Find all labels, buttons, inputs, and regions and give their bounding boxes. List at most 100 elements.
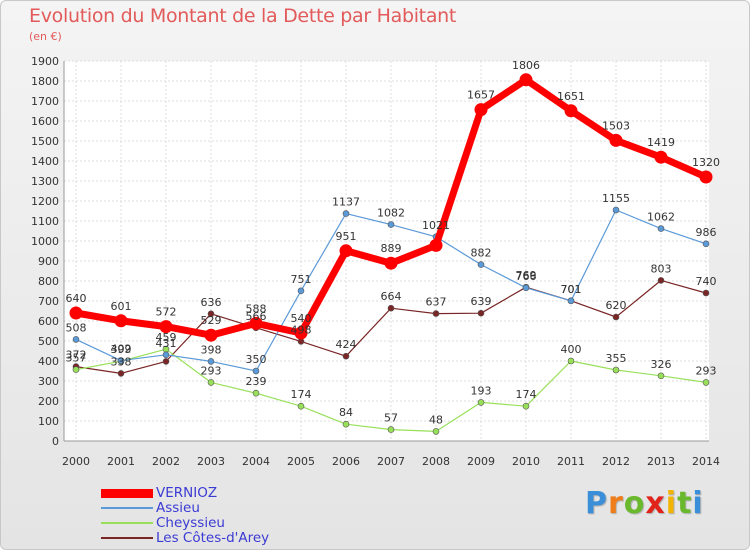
data-label-cheyssieu: 193 (471, 384, 492, 397)
data-label-cheyssieu: 84 (339, 406, 353, 419)
data-label-vernioz: 1651 (557, 90, 585, 103)
legend: VERNIOZ Assieu Cheyssieu Les Côtes-d'Are… (101, 486, 361, 546)
x-tick-label: 2005 (287, 455, 315, 468)
data-label-les-c-tes-d-arey: 803 (651, 262, 672, 275)
data-point-les-c-tes-d-arey (657, 277, 665, 284)
data-label-assieu: 701 (561, 283, 582, 296)
legend-label-assieu: Assieu (156, 500, 200, 516)
data-point-cheyssieu (432, 428, 440, 435)
data-point-les-c-tes-d-arey (702, 289, 710, 297)
data-label-assieu: 1137 (332, 196, 360, 209)
data-label-les-c-tes-d-arey: 620 (606, 299, 627, 312)
data-point-vernioz (564, 104, 578, 118)
x-tick-label: 2004 (242, 455, 270, 468)
data-point-vernioz (159, 320, 173, 334)
logo-letter: i (665, 486, 678, 521)
data-label-cheyssieu: 174 (291, 388, 312, 401)
data-point-assieu (162, 351, 170, 359)
x-tick-label: 2000 (62, 455, 90, 468)
data-label-assieu: 1062 (647, 211, 675, 224)
logo-letter: r (608, 486, 624, 521)
data-point-vernioz (654, 150, 668, 164)
data-label-assieu: 986 (696, 226, 717, 239)
data-label-les-c-tes-d-arey: 639 (471, 295, 492, 308)
data-point-vernioz (249, 316, 263, 330)
x-tick-label: 2006 (332, 455, 360, 468)
chart-title: Evolution du Montant de la Dette par Hab… (29, 5, 457, 27)
data-point-assieu (477, 261, 485, 268)
y-tick-label: 1100 (31, 215, 59, 228)
data-point-les-c-tes-d-arey (117, 370, 125, 377)
y-tick-label: 1600 (31, 115, 59, 128)
y-tick-label: 700 (38, 295, 59, 308)
legend-item-vernioz: VERNIOZ (101, 486, 361, 501)
data-point-cheyssieu (477, 399, 485, 406)
data-point-cheyssieu (297, 402, 305, 410)
y-tick-label: 0 (52, 435, 59, 448)
data-label-les-c-tes-d-arey: 637 (426, 296, 447, 309)
y-tick-label: 1800 (31, 75, 59, 88)
legend-swatch-cheyssieu (101, 522, 153, 524)
data-point-cheyssieu (207, 379, 215, 386)
data-label-vernioz: 601 (111, 300, 132, 313)
legend-label-cotes-d-arey: Les Côtes-d'Arey (156, 530, 270, 546)
x-tick-label: 2011 (557, 455, 585, 468)
logo-letter: t (677, 486, 693, 521)
data-point-les-c-tes-d-arey (432, 310, 440, 317)
data-label-vernioz: 572 (156, 306, 177, 319)
data-label-cheyssieu: 48 (429, 413, 443, 426)
data-point-vernioz (384, 256, 398, 270)
data-label-assieu: 398 (201, 343, 222, 356)
data-point-assieu (387, 221, 395, 228)
data-label-vernioz: 640 (66, 292, 87, 305)
data-label-assieu: 431 (156, 337, 177, 350)
data-point-cheyssieu (387, 426, 395, 433)
data-label-cheyssieu: 399 (111, 343, 132, 356)
data-point-les-c-tes-d-arey (207, 310, 215, 318)
data-label-cheyssieu: 239 (246, 375, 267, 388)
data-label-vernioz: 1419 (647, 136, 675, 149)
data-point-assieu (567, 297, 575, 305)
data-point-cheyssieu (342, 420, 350, 428)
data-label-assieu: 350 (246, 353, 267, 366)
x-tick-label: 2003 (197, 455, 225, 468)
data-label-cheyssieu: 293 (696, 364, 717, 377)
data-label-assieu: 751 (291, 273, 312, 286)
data-point-assieu (522, 284, 530, 292)
data-label-cheyssieu: 326 (651, 358, 672, 371)
data-label-les-c-tes-d-arey: 566 (246, 310, 267, 323)
data-point-cheyssieu (612, 366, 620, 374)
logo-letter: P (585, 486, 608, 521)
data-point-les-c-tes-d-arey (162, 358, 170, 365)
y-tick-label: 1500 (31, 135, 59, 148)
y-tick-label: 400 (38, 355, 59, 368)
data-point-vernioz (699, 170, 713, 184)
data-point-assieu (612, 206, 620, 214)
logo-letter: o (623, 486, 646, 521)
data-point-assieu (342, 210, 350, 217)
data-point-vernioz (114, 314, 128, 328)
plot-area (64, 61, 709, 441)
data-point-cheyssieu (252, 389, 260, 397)
y-tick-label: 500 (38, 335, 59, 348)
data-point-vernioz (204, 328, 218, 342)
data-label-vernioz: 588 (246, 302, 267, 315)
data-label-les-c-tes-d-arey: 740 (696, 275, 717, 288)
data-point-les-c-tes-d-arey (342, 352, 350, 360)
data-label-vernioz: 951 (336, 230, 357, 243)
data-label-vernioz: 1320 (692, 156, 720, 169)
data-point-assieu (252, 367, 260, 375)
data-point-assieu (72, 336, 80, 343)
data-point-vernioz (609, 133, 623, 147)
x-tick-label: 2014 (692, 455, 720, 468)
data-label-cheyssieu: 174 (516, 388, 537, 401)
data-label-assieu: 1021 (422, 219, 450, 232)
y-tick-label: 1900 (31, 55, 59, 68)
data-label-assieu: 1155 (602, 192, 630, 205)
chart-subtitle: (en €) (29, 30, 62, 43)
data-point-les-c-tes-d-arey (477, 309, 485, 317)
y-tick-label: 1400 (31, 155, 59, 168)
data-label-les-c-tes-d-arey: 338 (111, 355, 132, 368)
data-label-assieu: 882 (471, 247, 492, 260)
